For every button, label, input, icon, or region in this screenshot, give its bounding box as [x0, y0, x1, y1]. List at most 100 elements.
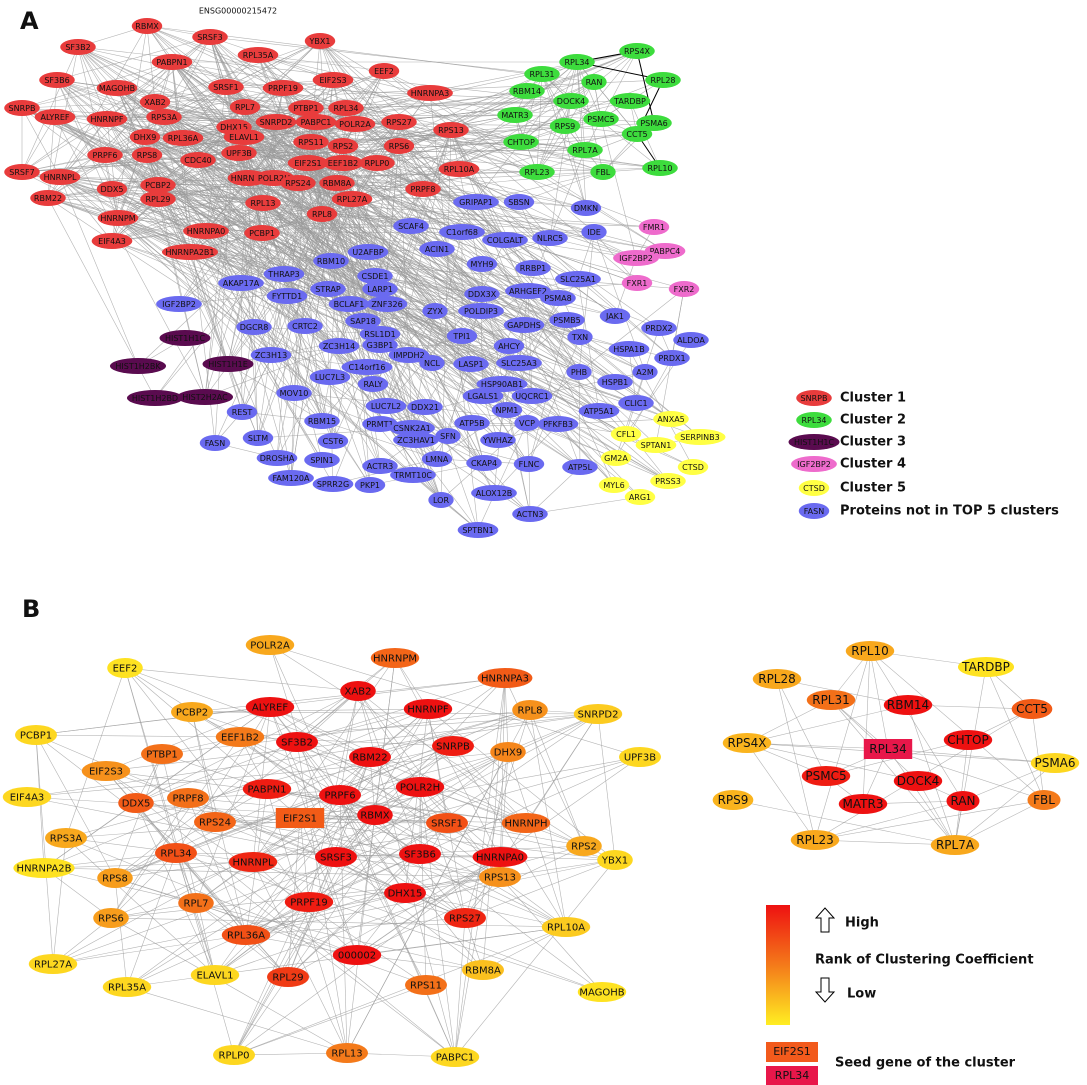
node-label: MAGOHB	[99, 84, 135, 93]
edge	[135, 802, 247, 936]
node	[405, 181, 441, 197]
node-label: RPL7	[184, 899, 209, 910]
edge	[114, 877, 128, 988]
edge	[422, 171, 604, 190]
edge	[315, 121, 424, 190]
node	[946, 791, 980, 811]
edge	[464, 859, 616, 919]
node	[245, 635, 295, 655]
edge	[746, 742, 919, 782]
node-label: VCP	[519, 419, 535, 428]
node	[370, 648, 420, 668]
node	[597, 374, 633, 390]
edge	[117, 217, 412, 227]
node-label: SF3B6	[44, 76, 69, 85]
node-label: FMR1	[643, 223, 665, 232]
node	[354, 477, 386, 493]
node-label: POLR2H	[258, 174, 290, 183]
nodes: RBMX SRSF3 YBX1 SF3B2 PABPN1 RPL35A SF3B6 MAGOH…	[2, 18, 1080, 1067]
node	[131, 18, 163, 34]
edge	[104, 61, 173, 156]
edge	[536, 100, 572, 173]
node	[559, 54, 595, 70]
edge	[475, 201, 559, 299]
edge	[398, 145, 660, 329]
node-label: DOCK4	[557, 97, 585, 106]
edge	[404, 892, 567, 928]
edge	[578, 231, 595, 373]
node-label: HNRNPA3	[411, 89, 449, 98]
edge	[862, 650, 871, 805]
edge	[454, 677, 506, 1058]
node	[288, 100, 324, 116]
node	[178, 893, 214, 913]
edge	[245, 856, 501, 936]
node	[60, 39, 96, 55]
edge	[239, 736, 454, 747]
node-label: DDX5	[101, 185, 124, 194]
node-label: DHX15	[388, 889, 423, 900]
node	[549, 312, 585, 328]
edge	[214, 821, 448, 824]
edge	[163, 116, 442, 501]
node	[806, 690, 856, 710]
edge	[296, 741, 501, 858]
node	[151, 54, 193, 70]
edge	[21, 171, 242, 284]
node	[276, 732, 318, 752]
node	[674, 429, 726, 445]
node-label: SPIN1	[310, 456, 333, 465]
node	[838, 794, 888, 814]
edge	[593, 81, 638, 135]
node	[453, 194, 499, 210]
edge	[454, 859, 616, 1058]
node-label: EIF2S1	[283, 814, 317, 825]
node-label: IDE	[587, 228, 601, 237]
node	[430, 1047, 480, 1067]
edge	[191, 711, 216, 823]
node	[677, 459, 709, 475]
edge	[252, 861, 466, 919]
node-label: CST6	[323, 437, 344, 446]
edge	[161, 709, 531, 755]
edge	[227, 363, 323, 422]
node-label: U2AFBP	[352, 248, 384, 257]
node	[87, 147, 123, 163]
edge	[504, 677, 509, 753]
node-label: ZC3H14	[323, 342, 355, 351]
node-label: UPF3B	[226, 149, 252, 158]
node	[155, 843, 197, 863]
node	[326, 1043, 368, 1063]
edge	[135, 690, 359, 804]
node	[1030, 753, 1080, 773]
node	[245, 697, 295, 717]
edge	[985, 666, 1045, 801]
edge	[243, 136, 581, 468]
node-label: IMPDH2	[393, 351, 424, 360]
node	[532, 230, 568, 246]
node-label: YBX1	[601, 856, 628, 867]
node-label: SNRPD2	[260, 118, 293, 127]
edge	[321, 366, 368, 422]
edge	[110, 917, 567, 928]
edge	[354, 123, 463, 233]
edge	[356, 845, 585, 956]
node-label: GM2A	[604, 454, 628, 463]
node-label: HNRNPL	[44, 173, 77, 182]
edge	[408, 354, 449, 437]
node-label: PRDX2	[645, 324, 672, 333]
node	[266, 288, 308, 304]
node-label: COLGALT	[487, 236, 523, 245]
edge	[270, 295, 288, 356]
node-label: RPL29	[272, 973, 303, 984]
edge	[310, 141, 381, 346]
node	[318, 338, 360, 354]
edge	[111, 188, 191, 253]
node-label: PRPF8	[172, 794, 203, 805]
node-label: RPS3A	[151, 113, 178, 122]
node	[126, 390, 184, 406]
edge	[351, 198, 666, 252]
node-label: TARDBP	[613, 97, 646, 106]
node-label: HNRNPM	[100, 214, 135, 223]
edge	[233, 856, 337, 1056]
